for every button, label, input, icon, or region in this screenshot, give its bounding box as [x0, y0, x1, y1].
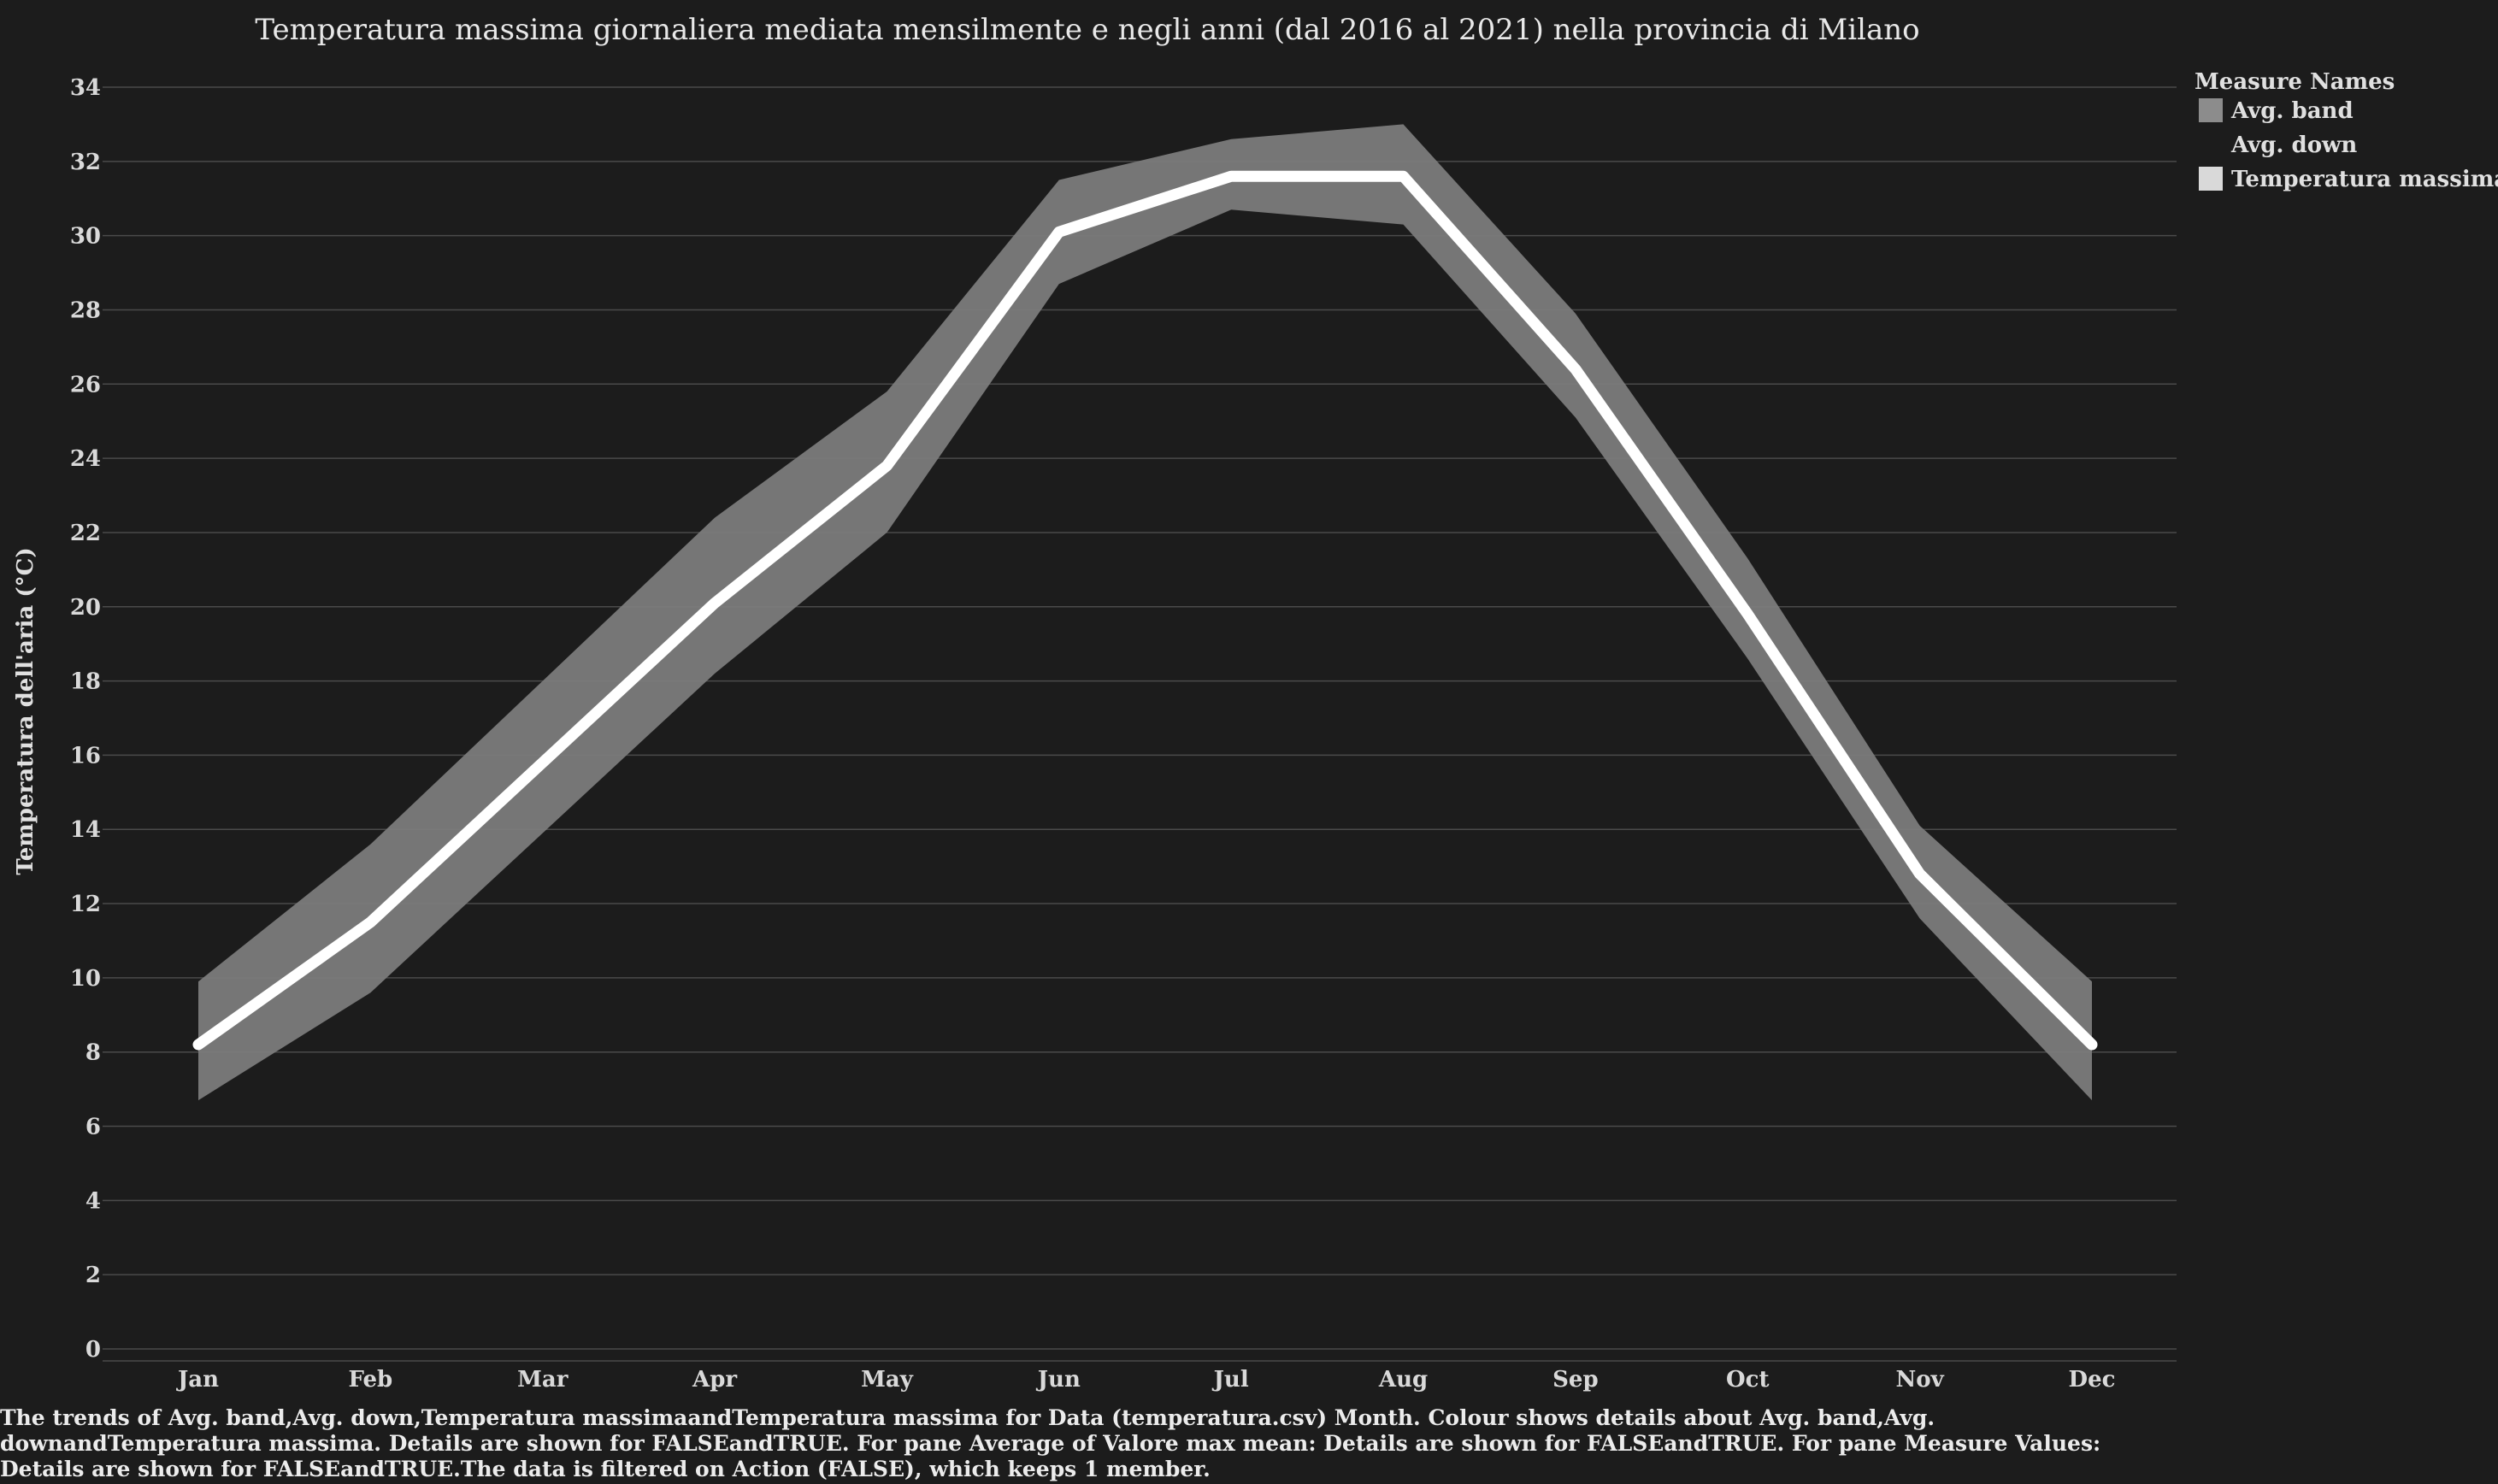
y-tick-label: 22 — [70, 521, 101, 546]
y-tick-label: 14 — [70, 817, 101, 843]
x-tick-label: Mar — [517, 1367, 569, 1393]
y-tick-label: 0 — [85, 1337, 101, 1363]
y-axis-label: Temperatura dell'aria (°C) — [13, 547, 38, 874]
y-tick-label: 4 — [85, 1188, 101, 1214]
y-tick-label: 30 — [70, 224, 101, 250]
temperatura-massima-point — [1745, 611, 1751, 617]
x-tick-label: Jan — [176, 1367, 219, 1393]
temperatura-massima-point — [1917, 871, 1923, 877]
temperatura-massima-point — [1056, 229, 1062, 235]
chart-caption: The trends of Avg. band,Avg. down,Temper… — [0, 1405, 2101, 1481]
y-tick-label: 8 — [85, 1040, 101, 1066]
x-tick-label: Jul — [1212, 1367, 1249, 1393]
temperatura-massima-point — [196, 1042, 201, 1048]
temperatura-massima-point — [884, 462, 890, 468]
y-tick-label: 2 — [85, 1263, 101, 1288]
x-tick-label: Jun — [1036, 1367, 1081, 1393]
x-tick-label: Dec — [2069, 1367, 2116, 1393]
temperatura-massima-line — [192, 170, 2098, 1051]
band-layer — [198, 124, 2092, 1101]
y-tick-label: 32 — [70, 150, 101, 175]
legend-label: Avg. band — [2230, 98, 2354, 124]
y-tick-label: 18 — [70, 669, 101, 695]
x-tick-label: Sep — [1552, 1367, 1599, 1393]
temperatura-massima-point — [712, 600, 718, 606]
x-tick-label: Oct — [1726, 1367, 1770, 1393]
line-layer — [192, 170, 2098, 1051]
legend-label: Temperatura massima — [2231, 167, 2498, 192]
legend-swatch — [2199, 167, 2223, 191]
legend-label: Avg. down — [2230, 132, 2357, 158]
y-tick-label: 6 — [85, 1115, 101, 1140]
legend-items: Avg. band Avg. down Temperatura massima — [2199, 98, 2498, 192]
legend: Measure Names Avg. band Avg. down Temperat… — [2195, 69, 2498, 192]
y-tick-label: 34 — [70, 75, 101, 101]
y-tick-label: 26 — [70, 372, 101, 398]
avg-band-area — [198, 124, 2092, 1101]
temperatura-massima-point — [2089, 1042, 2094, 1048]
x-tick-label: Feb — [348, 1367, 392, 1393]
y-tick-label: 20 — [70, 595, 101, 621]
x-tick-label: Nov — [1896, 1367, 1945, 1393]
legend-swatch — [2199, 98, 2223, 122]
y-tick-label: 28 — [70, 297, 101, 323]
temperatura-massima-point — [1572, 366, 1578, 372]
x-tick-label: Apr — [692, 1367, 737, 1393]
legend-title: Measure Names — [2195, 69, 2395, 95]
x-tick-label: May — [861, 1367, 914, 1393]
chart-title: Temperatura massima giornaliera mediata … — [255, 13, 1919, 47]
temperatura-massima-point — [539, 760, 545, 766]
x-axis-ticks: Jan Feb Mar Apr May Jun Jul Aug Sep Oct Nov Dec — [176, 1367, 2115, 1393]
temperatura-massima-point — [1228, 174, 1234, 180]
y-tick-label: 16 — [70, 743, 101, 768]
gridlines — [103, 86, 2177, 1362]
y-tick-label: 12 — [70, 892, 101, 917]
y-tick-label: 24 — [70, 446, 101, 472]
y-tick-label: 10 — [70, 966, 101, 992]
x-tick-label: Aug — [1378, 1367, 1428, 1393]
temperatura-massima-point — [368, 919, 374, 925]
temperatura-massima-point — [1400, 174, 1406, 180]
